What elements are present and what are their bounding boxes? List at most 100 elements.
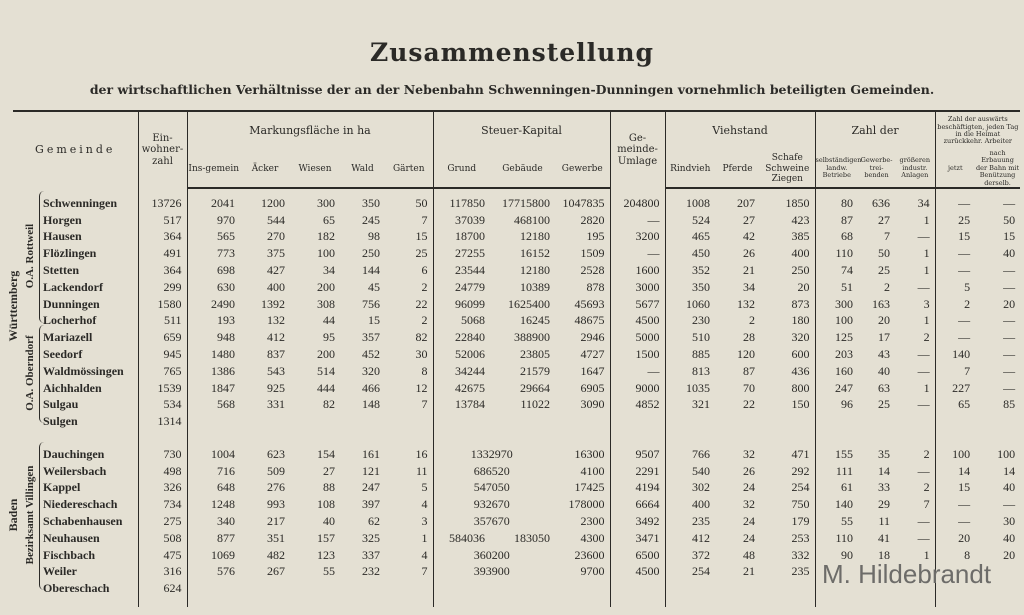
cell-einwohner: 364 bbox=[137, 227, 187, 245]
cell-aecker: 993 bbox=[267, 497, 285, 512]
cell-grund: 584036 bbox=[432, 529, 490, 547]
cell-wald: 45 bbox=[368, 279, 380, 294]
cell-einwohner: 275 bbox=[137, 512, 187, 530]
header-nach-bahn: nach Erbauung der Bahn mit Benützung der… bbox=[975, 149, 1021, 190]
cell-rindvieh: 813 bbox=[664, 362, 716, 380]
cell-einwohner: 659 bbox=[137, 328, 187, 346]
cell-einwohner: 517 bbox=[137, 211, 187, 228]
cell-einwohner: 1314 bbox=[137, 412, 187, 430]
table-row: Obereschach 624 bbox=[13, 579, 1020, 597]
cell-gewerbe: 9700 bbox=[580, 564, 605, 579]
cell-nach-bahn: 40 bbox=[1003, 246, 1016, 261]
cell-gemeinde: Dauchingen bbox=[43, 446, 105, 461]
cell-industrie-anlagen: — bbox=[917, 363, 930, 378]
cell-einwohner: 13726 bbox=[137, 194, 187, 212]
cell-wald: 245 bbox=[362, 212, 380, 227]
cell-gebaeude: 21579 bbox=[520, 363, 550, 378]
cell-nach-bahn: — bbox=[1003, 262, 1016, 277]
cell-pferde: 207 bbox=[737, 195, 756, 210]
empty-cell bbox=[664, 596, 716, 607]
cell-gemeinde: Stetten bbox=[43, 262, 79, 277]
header-pferde: Pferde bbox=[715, 150, 761, 190]
cell-umlage: 4194 bbox=[609, 479, 666, 496]
cell-jetzt: — bbox=[934, 261, 976, 279]
cell-industrie-anlagen: 2 bbox=[923, 330, 930, 345]
cell-gewerbetreibende: 636 bbox=[872, 195, 891, 210]
cell-wiesen: 108 bbox=[317, 497, 335, 512]
cell-gewerbe: 3090 bbox=[580, 397, 605, 412]
cell-rindvieh: 1035 bbox=[664, 379, 716, 396]
cell-gewerbe: 4300 bbox=[580, 530, 605, 545]
cell-wald: 325 bbox=[362, 530, 380, 545]
cell-landw-betriebe: 140 bbox=[814, 495, 859, 513]
empty-cell bbox=[858, 597, 895, 607]
empty-cell bbox=[490, 597, 555, 607]
empty-cell bbox=[290, 597, 340, 607]
cell-gemeinde: Horgen bbox=[43, 212, 82, 227]
empty-cell bbox=[340, 430, 385, 446]
cell-umlage: 6500 bbox=[609, 546, 666, 564]
cell-umlage: 5000 bbox=[609, 328, 666, 346]
cell-rindvieh: 465 bbox=[664, 227, 716, 245]
cell-nach-bahn: — bbox=[1003, 346, 1016, 361]
group-label-bezirksamt-villingen: Bezirksamt Villingen bbox=[24, 465, 36, 565]
header-steuer: Steuer-Kapital bbox=[432, 110, 611, 150]
cell-nach-bahn: 20 bbox=[1003, 296, 1016, 311]
header-wiesen: Wiesen bbox=[290, 150, 340, 190]
cell-insgemein: 2490 bbox=[186, 295, 240, 312]
cell-gaerten: 2 bbox=[421, 313, 428, 328]
cell-nach-bahn: 100 bbox=[997, 446, 1016, 461]
cell-umlage: 3000 bbox=[609, 278, 666, 296]
cell-jetzt: 20 bbox=[934, 529, 976, 547]
cell-pferde: 21 bbox=[743, 564, 756, 579]
cell-nach-bahn: 14 bbox=[1003, 463, 1016, 478]
cell-gewerbe: 4100 bbox=[580, 463, 605, 478]
cell-gebaeude: 686520 bbox=[432, 462, 555, 480]
cell-wald: 357 bbox=[362, 330, 380, 345]
empty-cell bbox=[895, 430, 935, 446]
cell-gewerbetreibende: 20 bbox=[878, 313, 891, 328]
empty-cell bbox=[186, 188, 240, 195]
cell-umlage: 3200 bbox=[609, 227, 666, 245]
table-row: Sulgen 1314 bbox=[13, 412, 1020, 430]
cell-pferde: 26 bbox=[743, 246, 756, 261]
cell-industrie-anlagen: 7 bbox=[923, 497, 930, 512]
cell-wiesen: 82 bbox=[323, 397, 335, 412]
cell-nach-bahn: 15 bbox=[1003, 229, 1016, 244]
cell-wald: 466 bbox=[362, 380, 380, 395]
cell-aecker: 217 bbox=[267, 514, 285, 529]
cell-pferde: 21 bbox=[743, 262, 756, 277]
header-gebaeude: Gebäude bbox=[490, 150, 555, 190]
cell-gebaeude: 16245 bbox=[520, 313, 550, 328]
cell-gewerbe: 1509 bbox=[580, 246, 605, 261]
cell-rindvieh: 352 bbox=[664, 261, 716, 279]
cell-wiesen: 44 bbox=[323, 313, 335, 328]
table-row: Horgen 517 970 544 65 245 7 37039 468100 2820 —524… bbox=[13, 211, 1020, 228]
cell-landw-betriebe: 155 bbox=[814, 445, 859, 463]
cell-gewerbetreibende: 2 bbox=[884, 279, 891, 294]
cell-grund: 42675 bbox=[432, 379, 490, 396]
empty-cell bbox=[13, 597, 138, 607]
cell-schafe bbox=[760, 413, 815, 430]
cell-nach-bahn: 40 bbox=[1003, 530, 1016, 545]
cell-wiesen: 157 bbox=[317, 530, 335, 545]
cell-nach-bahn bbox=[975, 413, 1020, 430]
cell-gewerbe: 16300 bbox=[574, 446, 605, 461]
cell-gaerten: 82 bbox=[415, 330, 428, 345]
cell-grund: 117850 bbox=[432, 194, 490, 212]
cell-rindvieh: 540 bbox=[664, 462, 716, 480]
cell-gewerbetreibende: 63 bbox=[878, 380, 891, 395]
cell-industrie-anlagen: 1 bbox=[923, 313, 930, 328]
cell-rindvieh: 510 bbox=[664, 328, 716, 346]
cell-insgemein: 970 bbox=[186, 211, 240, 228]
table-row: Hausen 364 565 270 182 98 15 18700 12180 195 3200 4… bbox=[13, 227, 1020, 245]
cell-schafe: 600 bbox=[791, 346, 810, 361]
empty-cell bbox=[664, 429, 716, 446]
cell-landw-betriebe: 100 bbox=[814, 311, 859, 329]
empty-cell bbox=[432, 429, 490, 446]
cell-wiesen: 300 bbox=[317, 195, 335, 210]
cell-gaerten: 7 bbox=[421, 564, 428, 579]
header-einwohner: Ein-wohner-zahl bbox=[137, 109, 187, 189]
cell-umlage: 4852 bbox=[609, 395, 666, 413]
cell-aecker: 1200 bbox=[261, 195, 285, 210]
